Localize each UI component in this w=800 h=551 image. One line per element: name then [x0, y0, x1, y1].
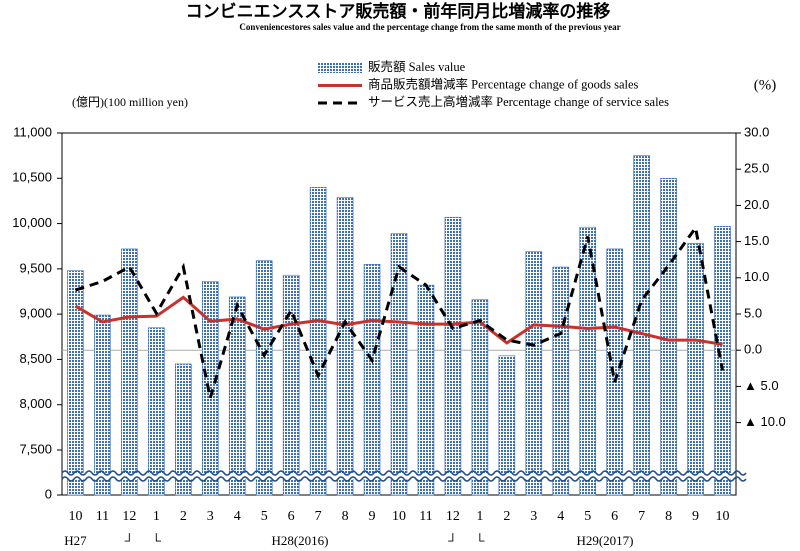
legend-label: 販売額 Sales value: [368, 59, 466, 74]
year-label: ┘: [124, 533, 134, 548]
x-tick-label: 2: [503, 509, 510, 524]
year-label: └: [152, 533, 162, 548]
x-tick-label: 10: [68, 509, 82, 524]
x-tick-label: 6: [288, 509, 295, 524]
y-tick-label: 10,500: [12, 170, 52, 185]
x-tick-label: 3: [207, 509, 214, 524]
bar: [336, 197, 354, 496]
x-tick-label: 12: [122, 509, 136, 524]
year-label: ┘: [447, 533, 457, 548]
x-tick-label: 1: [476, 509, 483, 524]
x-tick-label: 9: [692, 509, 699, 524]
bar: [606, 248, 623, 496]
y-tick-label: 0: [45, 486, 52, 501]
y-tick-label: 9,500: [19, 260, 52, 275]
x-tick-label: 7: [315, 509, 322, 524]
bar: [579, 226, 597, 496]
bar: [390, 233, 408, 496]
year-label: H27: [64, 533, 87, 548]
x-tick-label: 3: [530, 509, 537, 524]
y-tick-label: 9,000: [19, 306, 52, 321]
y2-tick-label: 15.0: [744, 233, 769, 248]
x-tick-label: 6: [611, 509, 618, 524]
x-tick-label: 4: [557, 509, 564, 524]
bar: [498, 355, 516, 496]
bar: [121, 248, 138, 496]
y2-tick-label: 30.0: [744, 124, 769, 139]
bar: [633, 155, 650, 496]
chart-subtitle: Conveniencestores sales value and the pe…: [239, 22, 620, 32]
y2-tick-label: 10.0: [744, 269, 769, 284]
bar: [282, 274, 300, 496]
x-tick-label: 8: [665, 509, 672, 524]
bar: [228, 296, 246, 496]
y-tick-label: 11,000: [13, 124, 52, 139]
bar: [255, 260, 273, 496]
x-tick-label: 11: [419, 509, 432, 524]
x-tick-label: 4: [234, 509, 241, 524]
x-tick-label: 10: [716, 509, 730, 524]
y2-axis-label: (%): [754, 77, 777, 93]
y2-tick-label: 25.0: [744, 161, 769, 176]
bar: [417, 284, 435, 496]
x-tick-label: 1: [153, 509, 160, 524]
bar: [471, 299, 489, 496]
x-tick-label: 12: [446, 509, 460, 524]
legend-swatch: [318, 63, 362, 73]
chart-title: コンビニエンスストア販売額・前年同月比増減率の推移: [186, 1, 611, 22]
year-label: H29(2017): [576, 533, 633, 548]
y2-tick-label: ▲ 10.0: [744, 414, 786, 429]
x-tick-label: 2: [180, 509, 187, 524]
axis-break-gap: [63, 473, 735, 479]
bar: [660, 177, 677, 496]
y-tick-label: 8,000: [19, 396, 52, 411]
legend-label: サービス売上高増減率 Percentage change of service …: [368, 94, 669, 109]
y-tick-label: 8,500: [19, 351, 52, 366]
x-tick-label: 5: [261, 509, 268, 524]
x-tick-label: 5: [584, 509, 591, 524]
bar: [148, 327, 165, 496]
bar: [687, 243, 704, 496]
y2-tick-label: 5.0: [744, 305, 762, 320]
bar: [552, 266, 570, 496]
y2-tick-label: 0.0: [744, 342, 762, 357]
bar: [67, 270, 84, 496]
y-axis-label: (億円)(100 million yen): [72, 95, 188, 109]
bar: [201, 281, 219, 496]
x-tick-label: 7: [638, 509, 645, 524]
y-tick-label: 10,000: [12, 215, 52, 230]
series-line: [74, 295, 723, 346]
bar: [363, 264, 381, 496]
year-label: H28(2016): [271, 533, 328, 548]
bar: [444, 216, 462, 496]
x-tick-label: 9: [369, 509, 376, 524]
y2-tick-label: 20.0: [744, 197, 769, 212]
bar: [94, 314, 111, 496]
x-tick-label: 11: [96, 509, 109, 524]
legend-label: 商品販売額増減率 Percentage change of goods sale…: [368, 76, 639, 91]
bar: [525, 251, 543, 496]
y-tick-label: 7,500: [19, 441, 52, 456]
x-tick-label: 10: [392, 509, 406, 524]
y2-tick-label: ▲ 5.0: [744, 378, 779, 393]
bar: [309, 187, 327, 496]
bar: [714, 225, 731, 496]
x-tick-label: 8: [342, 509, 349, 524]
bar: [175, 363, 192, 496]
year-label: └: [475, 533, 485, 548]
series-line: [75, 224, 724, 399]
axis-break: [61, 470, 747, 476]
axis-break: [61, 476, 747, 482]
